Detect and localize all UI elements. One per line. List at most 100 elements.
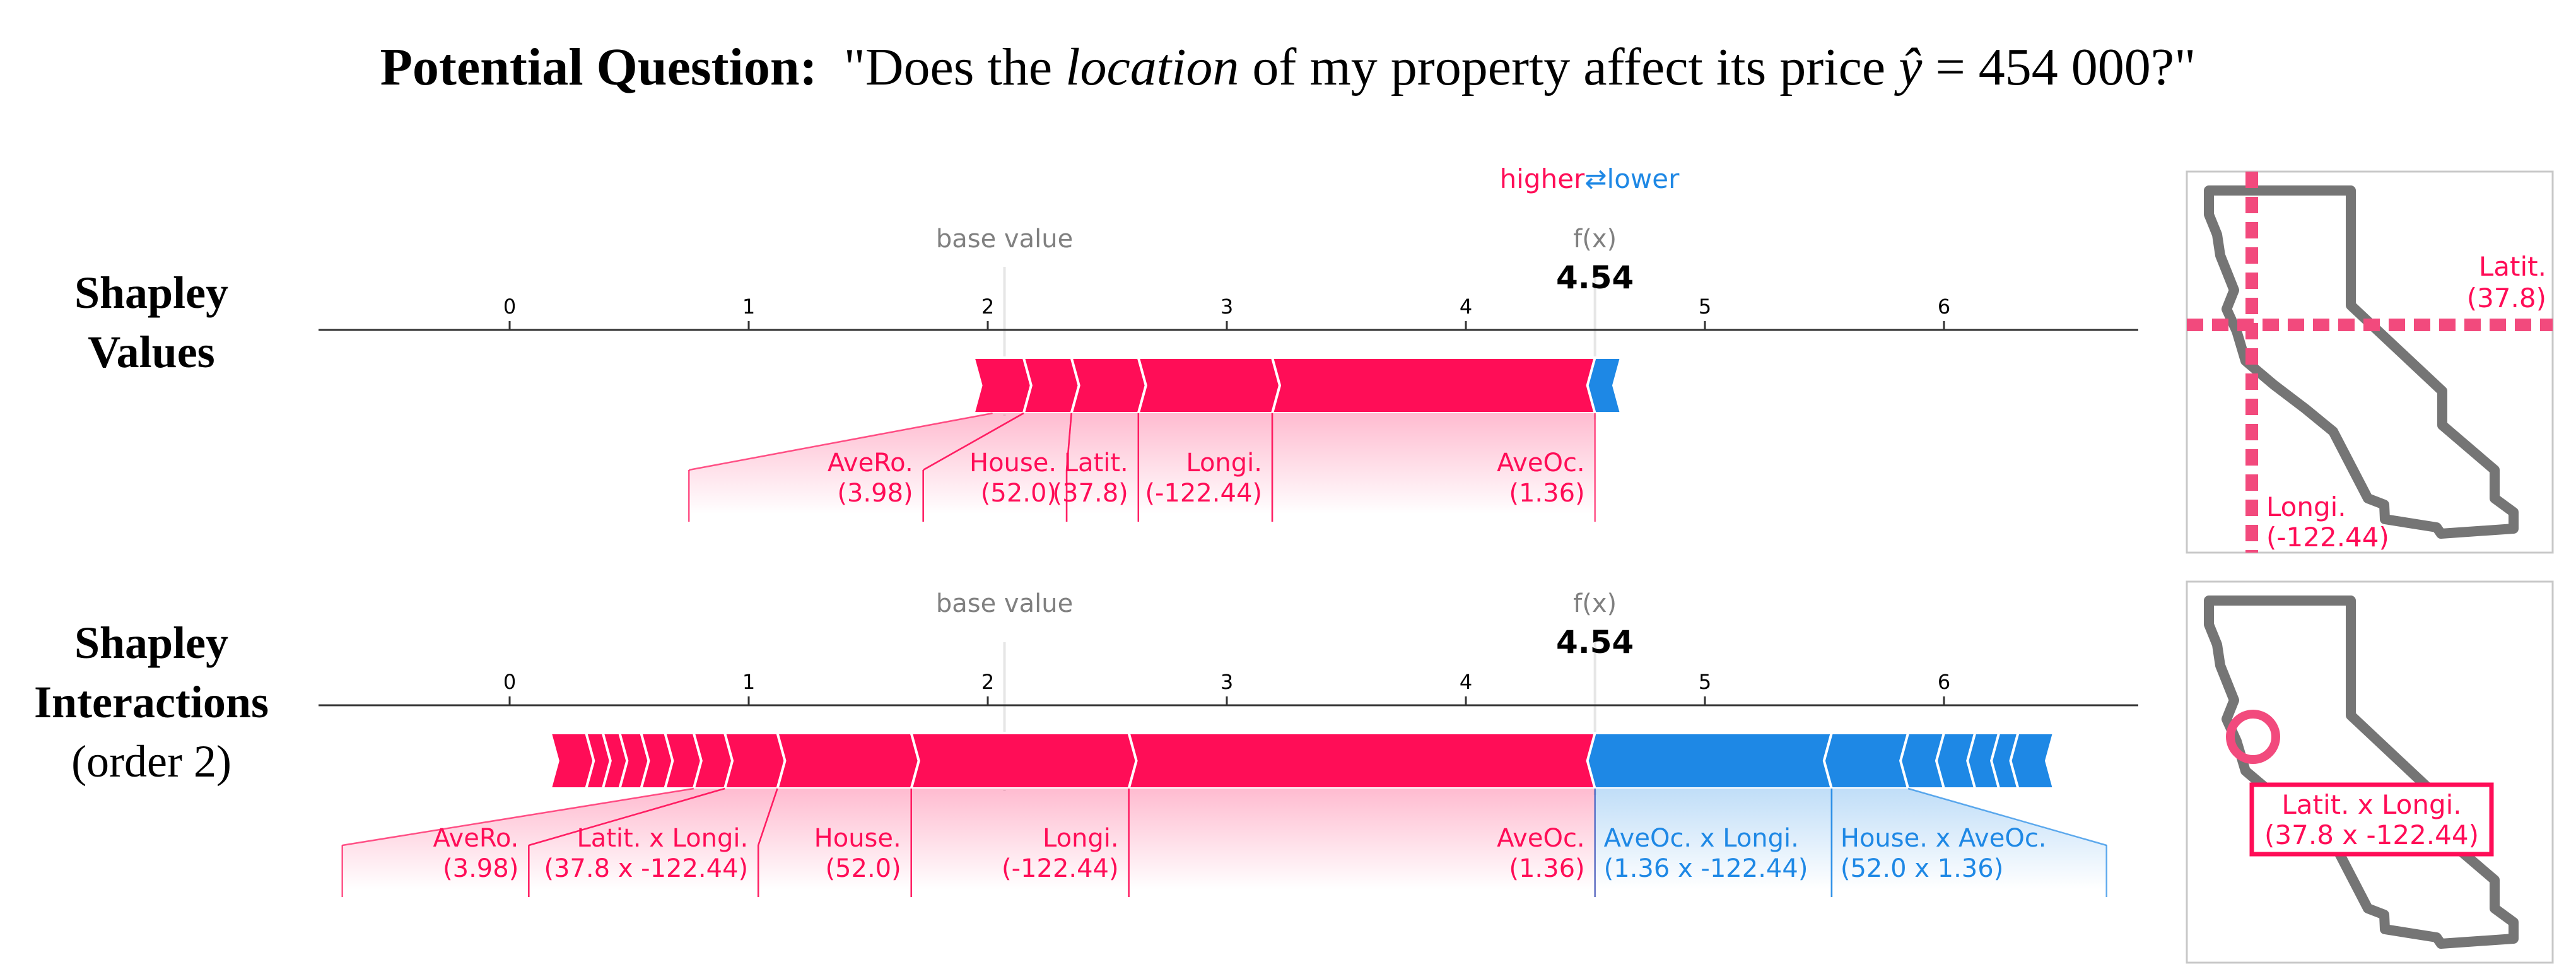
output-value: 4.54 <box>1556 259 1634 296</box>
feature-value: (37.8 x -122.44) <box>544 854 748 883</box>
x-tick-label: 2 <box>981 670 994 694</box>
question-prefix: Potential Question: <box>380 38 817 97</box>
label-connector-fill <box>529 789 778 889</box>
row-label-shapley-values: Shapley Values <box>74 267 228 377</box>
location-marker-icon <box>2226 710 2280 764</box>
label-connector-fill <box>923 413 1072 514</box>
feature-label: AveRo. <box>828 449 913 478</box>
map-panel-interactions: Latit. x Longi. (37.8 x -122.44) <box>2186 580 2554 964</box>
question-eq: = 454 000?" <box>1922 38 2196 97</box>
feature-label: Latit. x Longi. <box>577 824 748 853</box>
label-connector-line <box>528 787 725 847</box>
feature-value: (37.8) <box>1052 479 1128 508</box>
negative-bar-segment <box>2009 732 2056 790</box>
x-tick-label: 4 <box>1460 670 1472 694</box>
feature-label: Latit. <box>1064 449 1128 478</box>
feature-label: AveRo. <box>433 824 519 853</box>
latitude-value: (37.8) <box>2467 283 2546 314</box>
legend-arrows-icon: ⇄ <box>1584 163 1607 194</box>
feature-label: Longi. <box>1186 449 1262 478</box>
interaction-label-box <box>2249 782 2494 857</box>
label-connector-line <box>689 412 993 471</box>
question-var: ŷ <box>1894 38 1923 97</box>
row-label-line: (order 2) <box>71 736 231 787</box>
force-plot-shapley-values: base value f(x) 4.54 0 1 2 3 4 5 6 AveRo.(3.98) Hou… <box>319 225 2138 522</box>
base-value-label: base value <box>936 225 1073 254</box>
x-tick-label: 5 <box>1699 295 1711 319</box>
feature-label: AveOc. <box>1497 449 1585 478</box>
output-value-label: f(x) <box>1573 589 1617 618</box>
x-tick-label: 3 <box>1221 670 1233 694</box>
row-label-shapley-interactions: Shapley Interactions (order 2) <box>34 618 269 787</box>
label-connector-line <box>1065 413 1072 471</box>
question-mid: of my property affect its price <box>1239 38 1899 97</box>
label-connector-fill <box>1067 413 1139 514</box>
label-connector-fill <box>758 789 911 889</box>
label-connector-fill <box>1272 413 1595 514</box>
question-pre <box>831 38 844 97</box>
feature-value: (1.36 x -122.44) <box>1604 854 1808 883</box>
feature-label: House. <box>814 824 901 853</box>
feature-value: (1.36) <box>1509 854 1584 883</box>
longitude-label: Longi. <box>2266 491 2346 522</box>
label-connector-fill <box>1138 413 1273 514</box>
x-tick-label: 3 <box>1221 295 1233 319</box>
x-tick-label: 2 <box>981 295 994 319</box>
row-label-line: Values <box>88 327 214 377</box>
feature-label: AveOc. <box>1497 824 1585 853</box>
question-emph: location <box>1065 38 1239 97</box>
negative-bar-segment <box>1586 356 1623 414</box>
label-connector-line <box>923 412 1024 471</box>
x-tick-label: 0 <box>503 295 516 319</box>
legend-higher: higher <box>1500 163 1585 194</box>
feature-value: (1.36) <box>1509 479 1584 508</box>
label-connector-line <box>1907 787 2107 847</box>
positive-bar-segment <box>775 732 920 790</box>
x-tick-label: 5 <box>1699 670 1711 694</box>
feature-value: (52.0 x 1.36) <box>1841 854 2003 883</box>
feature-value: (-122.44) <box>1145 479 1262 508</box>
feature-label: Longi. <box>1043 824 1119 853</box>
feature-label: AveOc. x Longi. <box>1604 824 1799 853</box>
x-tick-label: 6 <box>1938 670 1950 694</box>
feature-value: (52.0) <box>825 854 901 883</box>
positive-bar-segment <box>971 356 1033 414</box>
force-plot-shapley-interactions: base value f(x) 4.54 0 1 2 3 4 5 6 AveRo.(3.98) Lat… <box>319 589 2138 897</box>
x-tick-label: 6 <box>1938 295 1950 319</box>
row-label-line: Shapley <box>74 267 228 318</box>
positive-bar-segment <box>1070 356 1147 414</box>
feature-value: (52.0) <box>981 479 1057 508</box>
question-title: Potential Question: "Does the location o… <box>380 38 2196 97</box>
x-tick-label: 4 <box>1460 295 1472 319</box>
map-panel-values: Latit. (37.8) Longi. (-122.44) <box>2186 170 2554 554</box>
x-tick-label: 1 <box>742 670 755 694</box>
negative-bar-segment <box>1586 732 1834 790</box>
question-pre-text: "Does the <box>844 38 1066 97</box>
positive-bar-segment <box>1270 356 1604 414</box>
x-tick-label: 1 <box>742 295 755 319</box>
positive-bar-segment <box>723 732 787 790</box>
interaction-value: (37.8 x -122.44) <box>2264 819 2479 850</box>
negative-bar-segment <box>1822 732 1910 790</box>
output-value-label: f(x) <box>1573 225 1617 254</box>
positive-bar-segment <box>1127 732 1604 790</box>
positive-bar-segment <box>910 732 1138 790</box>
longitude-value: (-122.44) <box>2266 522 2389 553</box>
label-connector-line <box>757 788 778 846</box>
label-connector-fill <box>342 789 725 889</box>
positive-bar-segment <box>1022 356 1080 414</box>
feature-label: House. x AveOc. <box>1841 824 2047 853</box>
feature-label: House. <box>969 449 1057 478</box>
legend-lower: lower <box>1607 163 1680 194</box>
row-label-line: Interactions <box>34 677 269 727</box>
feature-value: (3.98) <box>837 479 913 508</box>
row-label-line: Shapley <box>74 618 228 668</box>
feature-value: (3.98) <box>443 854 518 883</box>
x-tick-label: 0 <box>503 670 516 694</box>
positive-bar-segment <box>1137 356 1282 414</box>
feature-value: (-122.44) <box>1002 854 1119 883</box>
label-connector-fill <box>1128 789 1595 889</box>
interaction-label: Latit. x Longi. <box>2281 789 2461 820</box>
label-connector-fill <box>1831 789 2107 889</box>
